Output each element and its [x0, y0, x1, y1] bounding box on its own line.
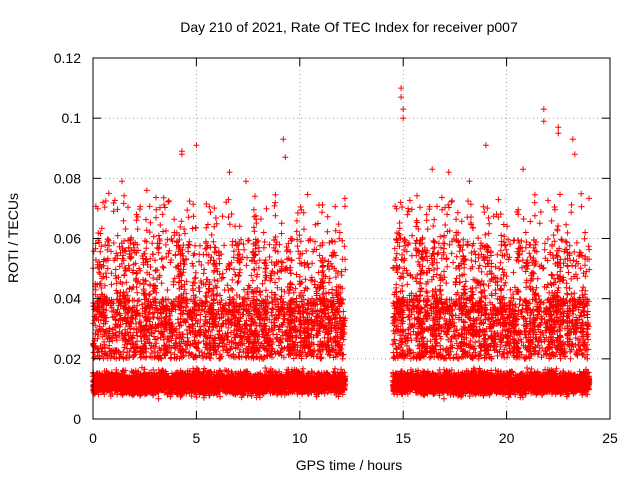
data-points — [90, 85, 593, 402]
y-tick-label: 0.04 — [54, 291, 81, 307]
chart-title: Day 210 of 2021, Rate Of TEC Index for r… — [180, 19, 518, 35]
y-tick-label: 0.12 — [54, 50, 81, 66]
y-tick-label: 0.08 — [54, 170, 81, 186]
x-tick-label: 0 — [89, 430, 97, 446]
x-tick-label: 10 — [292, 430, 308, 446]
y-tick-label: 0.02 — [54, 351, 81, 367]
y-axis-label: ROTI / TECUs — [5, 193, 21, 283]
x-tick-label: 20 — [499, 430, 515, 446]
y-tick-label: 0 — [73, 411, 81, 427]
y-tick-label: 0.1 — [62, 110, 82, 126]
x-tick-label: 25 — [602, 430, 618, 446]
x-axis-label: GPS time / hours — [296, 457, 403, 473]
tick-labels: 0 5 10 15 20 25 0 0.02 0.04 0.06 0.08 0.1 0.12 — [54, 50, 618, 446]
y-tick-label: 0.06 — [54, 231, 81, 247]
x-tick-label: 5 — [193, 430, 201, 446]
axis-ticks — [92, 57, 611, 420]
x-tick-label: 15 — [395, 430, 411, 446]
roti-point-markers — [90, 85, 593, 402]
